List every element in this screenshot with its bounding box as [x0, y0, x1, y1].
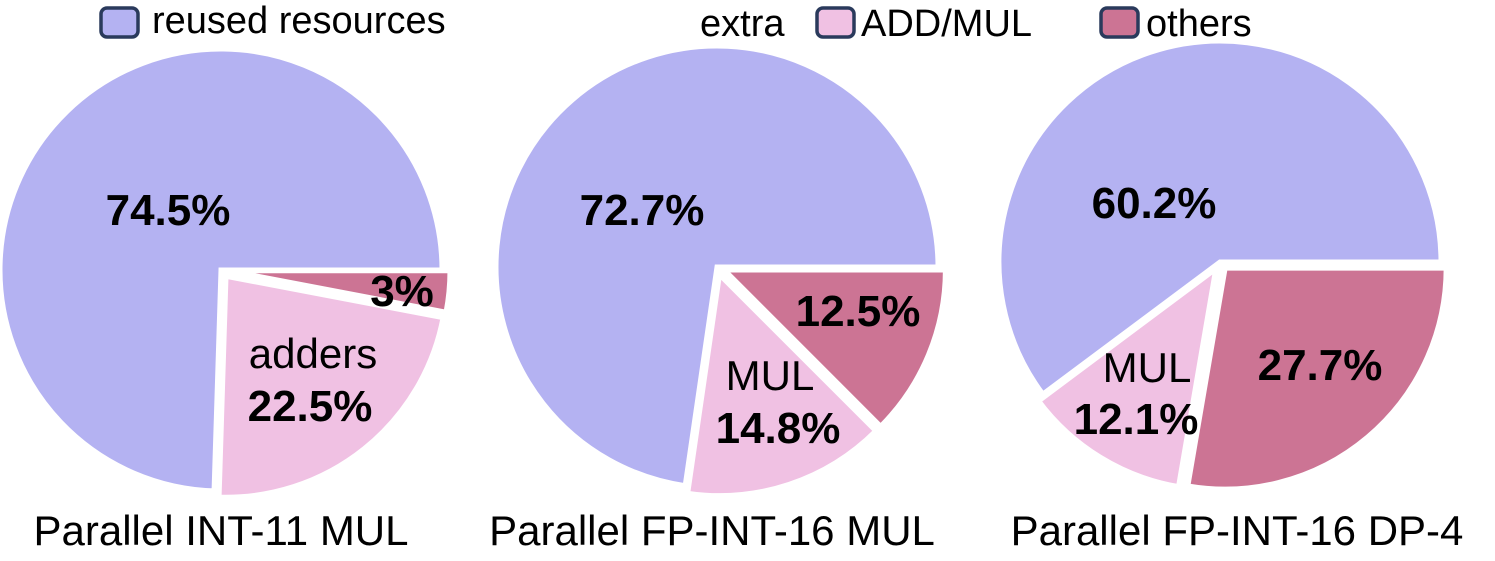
slice-label-reused: 60.2% [1092, 179, 1217, 228]
pie-slice-others [718, 267, 948, 430]
slice-label-reused: 72.7% [580, 186, 705, 235]
legend: reused resources extra ADD/MUL others [99, 0, 1252, 45]
slice-label-others: 3% [370, 267, 434, 316]
slice-label-addmul: 14.8% [716, 404, 841, 453]
slice-label-addmul: 22.5% [248, 382, 373, 431]
pie-chart-1: 74.5% adders 22.5% 3% Parallel INT-11 MUL [0, 46, 453, 554]
pie-caption: Parallel INT-11 MUL [33, 507, 408, 554]
pie-slice-others [228, 268, 453, 316]
pies: 74.5% adders 22.5% 3% Parallel INT-11 MUL 72.… [0, 38, 1464, 554]
pie-slice-addmul [216, 273, 447, 500]
legend-swatch-reused [99, 6, 140, 39]
pie-slice-reused [996, 38, 1444, 398]
legend-label-others: others [1146, 3, 1252, 45]
legend-swatch-addmul [815, 6, 856, 39]
pie-caption: Parallel FP-INT-16 DP-4 [1011, 507, 1464, 554]
slice-label-addmul: 12.1% [1074, 395, 1199, 444]
slice-sublabel-addmul: adders [249, 330, 377, 377]
pie-chart-2: 72.7% MUL 14.8% 12.5% Parallel FP-INT-16 MUL [489, 43, 948, 554]
legend-label-addmul: ADD/MUL [861, 3, 1032, 45]
legend-label-reused: reused resources [152, 0, 446, 42]
slice-sublabel-addmul: MUL [1103, 344, 1192, 391]
slice-label-reused: 74.5% [106, 186, 231, 235]
legend-swatch-others [1099, 6, 1140, 39]
pie-slice-addmul [684, 269, 880, 499]
slice-sublabel-addmul: MUL [726, 352, 815, 399]
pie-caption: Parallel FP-INT-16 MUL [489, 507, 935, 554]
slice-label-others: 12.5% [796, 287, 921, 336]
pie-slice-reused [493, 43, 941, 489]
legend-label-extra: extra [700, 3, 785, 45]
slice-label-others: 27.7% [1258, 341, 1383, 390]
pie-slice-others [1184, 265, 1449, 492]
pie-slice-addmul [1035, 263, 1220, 490]
pie-slice-reused [0, 46, 445, 494]
